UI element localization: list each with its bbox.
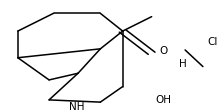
Text: NH: NH [69,102,85,111]
Text: H: H [179,59,187,69]
Text: Cl: Cl [207,37,218,47]
Text: OH: OH [155,95,171,105]
Text: O: O [159,46,168,56]
